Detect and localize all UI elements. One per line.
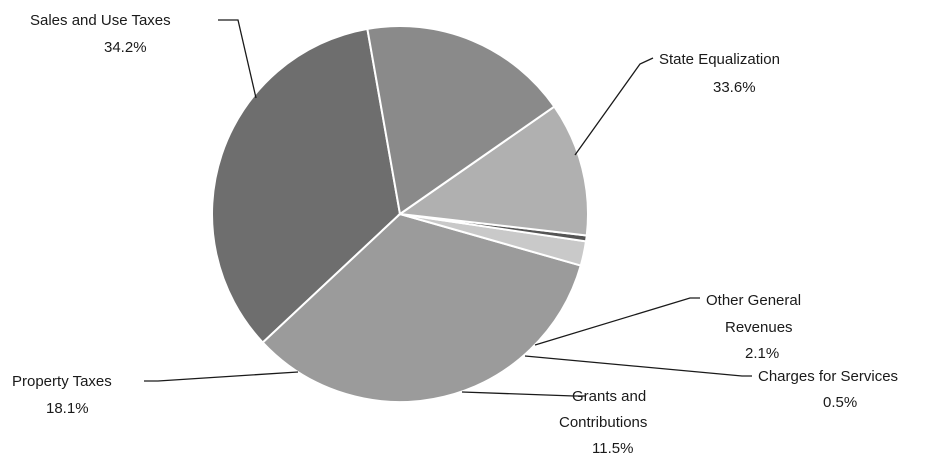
leader-line-charges-for-services (524, 355, 752, 377)
slice-sales-and-use-taxes (211, 27, 402, 344)
leader-line-sales-and-use-taxes (218, 19, 257, 99)
label-grants-and-contributions-value: 11.5% (592, 440, 633, 457)
label-property-taxes-name: Property Taxes (12, 373, 112, 390)
data-labels: Sales and Use Taxes 34.2% State Equaliza… (12, 12, 898, 457)
label-charges-for-services-name: Charges for Services (758, 368, 898, 385)
slice-state-equalization (261, 212, 583, 403)
label-state-equalization-name: State Equalization (659, 51, 780, 68)
label-other-general-revenues-name-line1: Other General (706, 292, 801, 309)
label-sales-and-use-taxes-value: 34.2% (104, 39, 147, 56)
label-grants-and-contributions-name-line2: Contributions (559, 414, 647, 431)
slice-property-taxes (366, 25, 556, 216)
label-grants-and-contributions-name-line1: Grants and (572, 388, 646, 405)
label-sales-and-use-taxes-name: Sales and Use Taxes (30, 12, 171, 29)
label-state-equalization-value: 33.6% (713, 79, 756, 96)
label-property-taxes-value: 18.1% (46, 400, 89, 417)
label-charges-for-services-value: 0.5% (823, 394, 857, 411)
leader-line-other-general-revenues (534, 297, 700, 346)
leader-line-grants-and-contributions (461, 391, 585, 397)
leader-line-property-taxes (144, 371, 299, 382)
leader-lines (144, 19, 752, 397)
pie-slices (211, 25, 589, 403)
label-other-general-revenues-name-line2: Revenues (725, 319, 793, 336)
label-other-general-revenues-value: 2.1% (745, 345, 779, 362)
slice-grants-and-contributions (397, 105, 589, 237)
leader-line-state-equalization (574, 57, 654, 156)
